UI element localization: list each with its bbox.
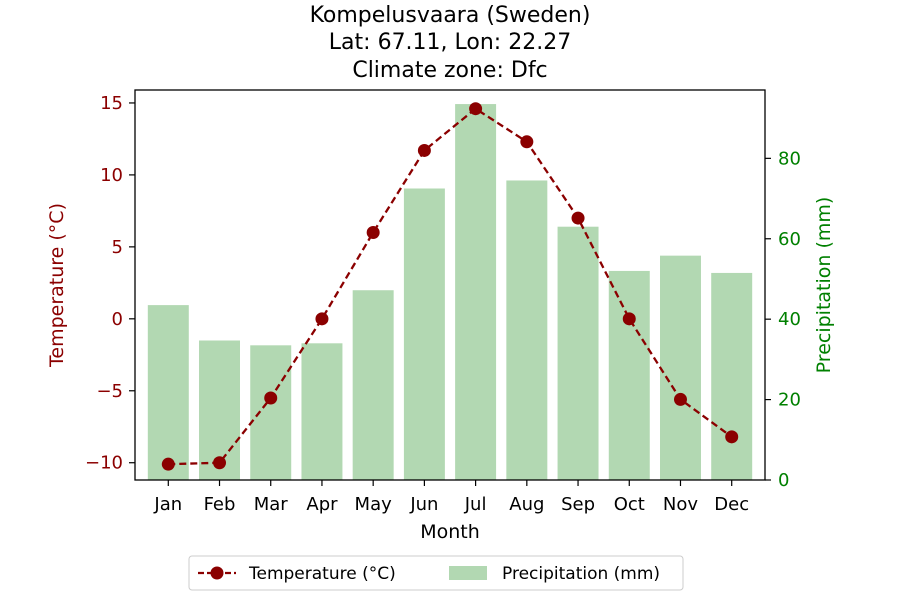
temperature-series-line: [168, 107, 733, 466]
left-tick-label: 5: [112, 237, 123, 258]
legend-temperature-marker-icon: [210, 566, 224, 580]
temp-point-nov: [673, 392, 687, 406]
left-axis-label: Temperature (°C): [46, 203, 68, 368]
x-tick-label: Dec: [714, 494, 749, 515]
right-tick-label: 80: [778, 148, 801, 169]
precip-bar-dec: [711, 272, 753, 480]
temp-point-sep: [571, 211, 585, 225]
x-axis: Jan Feb Mar Apr May Jun Jul Aug Sep Oct Nov Dec: [153, 480, 749, 515]
x-tick-label: Jun: [409, 494, 438, 515]
left-tick-label: 15: [100, 93, 123, 114]
x-tick-label: Mar: [254, 494, 289, 515]
chart-title-line-1: Kompelusvaara (Sweden): [310, 3, 591, 28]
precip-bar-apr: [301, 343, 343, 480]
precip-bar-may: [352, 290, 394, 480]
precip-bar-aug: [506, 180, 548, 480]
precip-bar-jul: [455, 104, 497, 480]
precip-bar-sep: [557, 226, 599, 480]
x-axis-label: Month: [420, 521, 480, 543]
precipitation-bars: [147, 104, 753, 480]
legend-temperature-label: Temperature (°C): [248, 564, 396, 584]
precip-bar-nov: [660, 255, 701, 480]
x-tick-label: Jul: [464, 494, 487, 515]
legend-precipitation-swatch-icon: [449, 566, 487, 580]
precip-bar-oct: [608, 270, 650, 480]
temp-point-oct: [622, 312, 636, 326]
x-tick-label: Aug: [509, 494, 544, 515]
x-tick-label: Sep: [561, 494, 595, 515]
right-axis-label: Precipitation (mm): [813, 197, 835, 374]
right-axis: 0 20 40 60 80: [765, 148, 801, 491]
x-tick-label: Oct: [614, 494, 645, 515]
precip-bar-jun: [403, 188, 445, 480]
chart-title: Kompelusvaara (Sweden) Lat: 67.11, Lon: …: [310, 3, 591, 83]
temp-point-apr: [315, 312, 329, 326]
x-tick-label: Apr: [306, 494, 338, 515]
temp-point-aug: [520, 135, 534, 149]
temp-point-feb: [213, 456, 227, 470]
left-axis: 15 10 5 0 −5 −10: [85, 93, 135, 474]
legend-precipitation-label: Precipitation (mm): [502, 564, 660, 584]
left-tick-label: −5: [96, 381, 123, 402]
temp-point-may: [366, 225, 380, 239]
left-tick-label: 10: [100, 165, 123, 186]
temp-point-jul: [469, 102, 483, 116]
right-tick-label: 20: [778, 390, 801, 411]
chart-title-line-2: Lat: 67.11, Lon: 22.27: [329, 30, 571, 55]
legend: Temperature (°C) Precipitation (mm): [188, 555, 684, 591]
x-tick-label: Feb: [204, 494, 236, 515]
precip-bar-jan: [147, 305, 189, 480]
temp-point-mar: [264, 391, 278, 405]
precip-bar-mar: [250, 345, 292, 480]
left-tick-label: 0: [112, 309, 123, 330]
plot-frame: [134, 89, 766, 481]
left-tick-label: −10: [85, 453, 123, 474]
chart-title-line-3: Climate zone: Dfc: [352, 58, 547, 83]
legend-box: [188, 555, 684, 591]
x-tick-label: Jan: [153, 494, 182, 515]
right-tick-label: 0: [778, 470, 789, 491]
x-tick-label: Nov: [663, 494, 698, 515]
temp-point-dec: [725, 430, 739, 444]
x-tick-label: May: [355, 494, 393, 515]
temperature-line: [161, 102, 739, 471]
temp-point-jun: [417, 143, 431, 157]
right-tick-label: 40: [778, 309, 801, 330]
right-tick-label: 60: [778, 229, 801, 250]
temp-point-jan: [161, 457, 175, 471]
